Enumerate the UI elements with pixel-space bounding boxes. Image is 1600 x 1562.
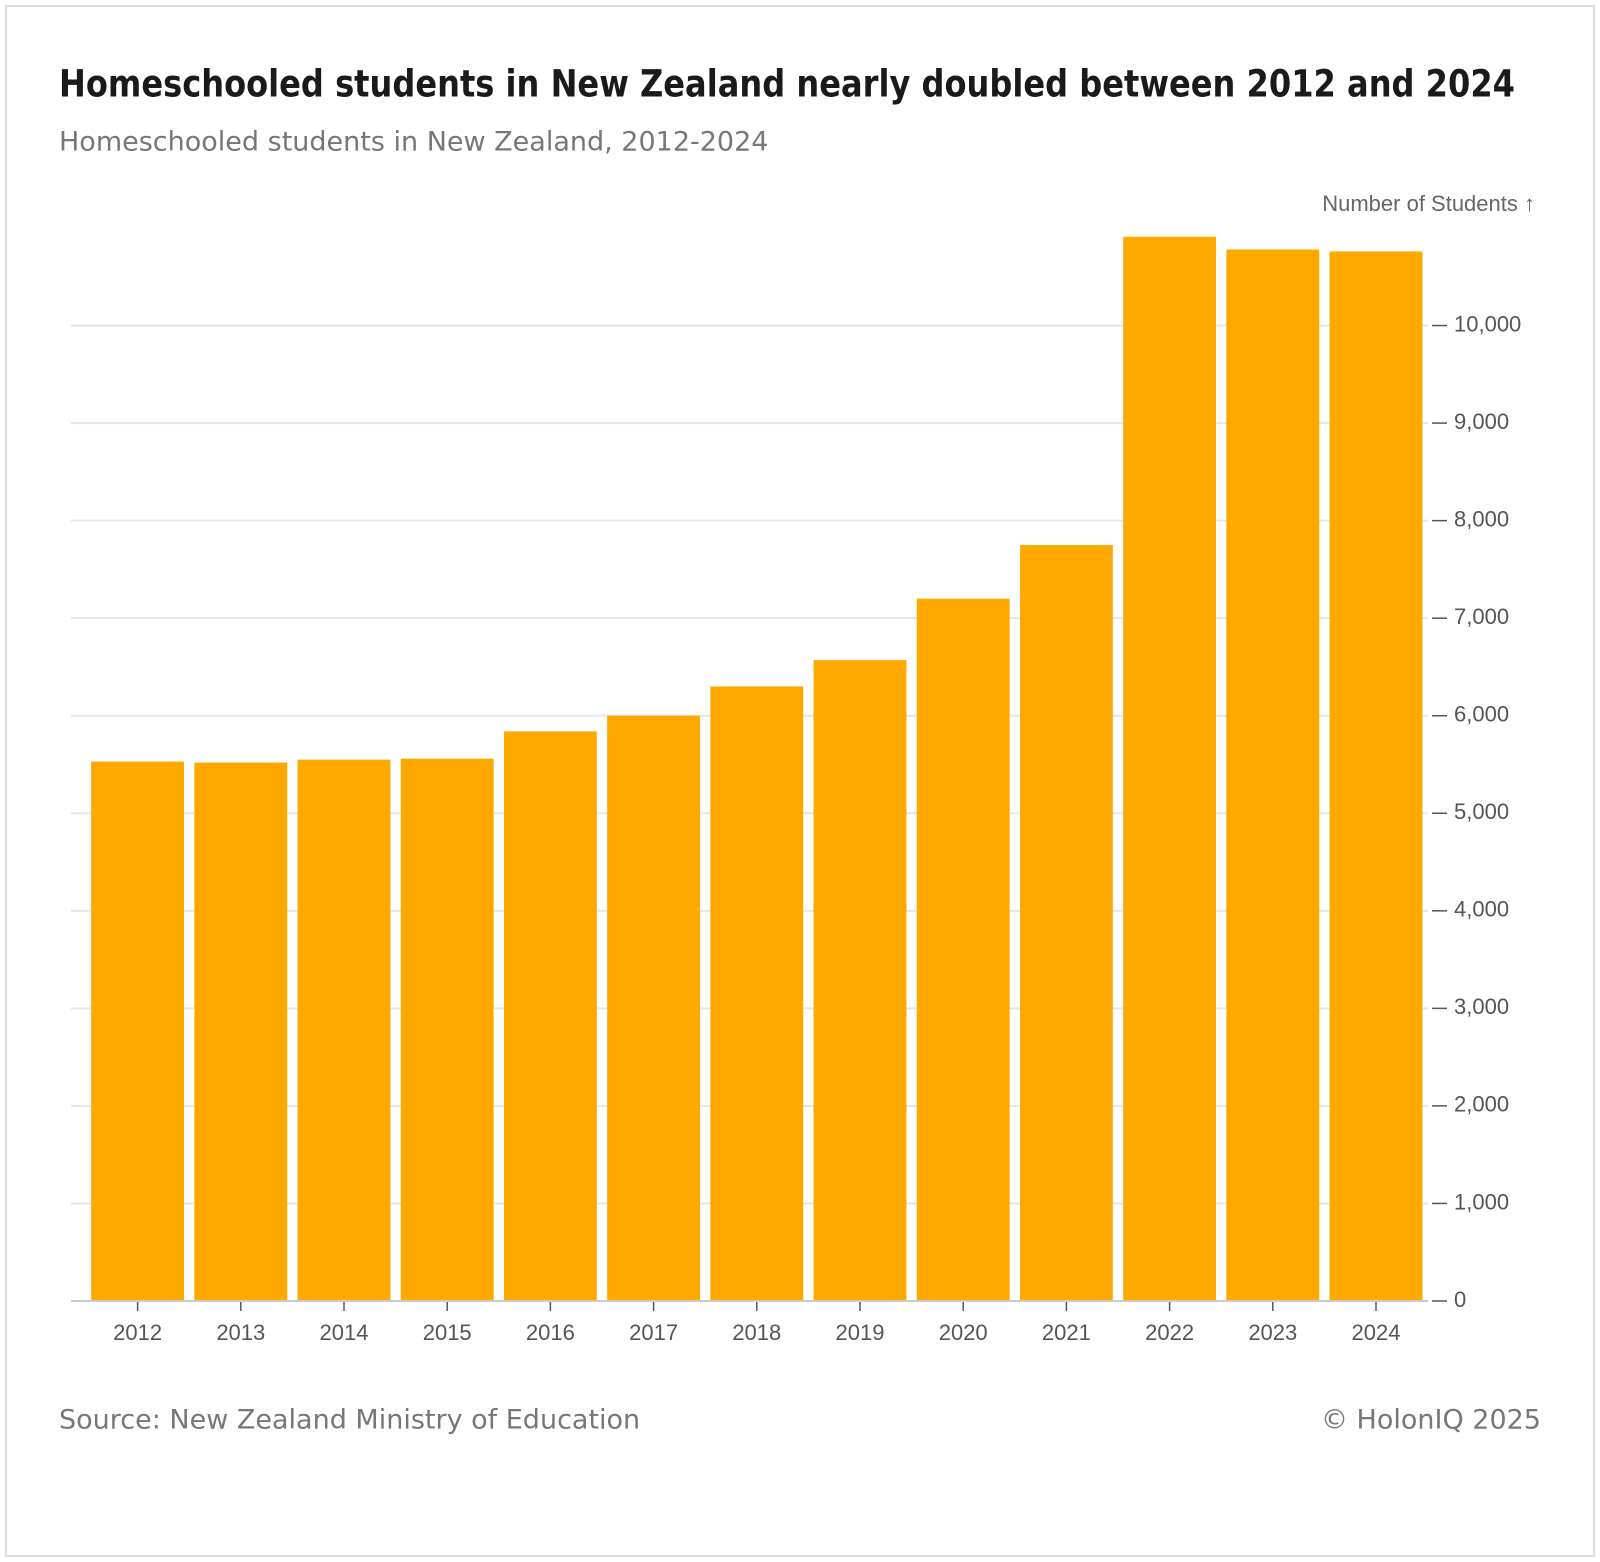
y-tick-label: 0 <box>1454 1287 1466 1312</box>
x-tick-label: 2018 <box>732 1320 781 1345</box>
x-tick-label: 2024 <box>1352 1320 1401 1345</box>
bar <box>916 598 1010 1301</box>
x-tick-label: 2013 <box>216 1320 265 1345</box>
y-tick-label: 1,000 <box>1454 1189 1509 1214</box>
source: Source: New Zealand Ministry of Educatio… <box>59 1405 640 1436</box>
y-tick-label: 3,000 <box>1454 994 1509 1019</box>
y-tick-label: 5,000 <box>1454 799 1509 824</box>
bar <box>1226 249 1320 1302</box>
bar <box>503 731 597 1301</box>
x-tick-label: 2017 <box>629 1320 678 1345</box>
bar <box>1019 545 1113 1301</box>
bar <box>607 715 701 1301</box>
x-tick-label: 2012 <box>113 1320 162 1345</box>
chart-title: Homeschooled students in New Zealand nea… <box>59 63 1515 106</box>
x-tick-label: 2021 <box>1042 1320 1091 1345</box>
y-tick-label: 7,000 <box>1454 604 1509 629</box>
bar <box>710 686 804 1301</box>
x-tick-label: 2022 <box>1145 1320 1194 1345</box>
bar <box>297 759 391 1301</box>
bar <box>400 758 494 1301</box>
y-axis-label: Number of Students ↑ <box>1322 191 1535 216</box>
credit: © HolonIQ 2025 <box>1321 1405 1541 1436</box>
x-tick-label: 2020 <box>939 1320 988 1345</box>
y-tick-label: 6,000 <box>1454 702 1509 727</box>
x-tick-label: 2019 <box>836 1320 885 1345</box>
x-tick-label: 2016 <box>526 1320 575 1345</box>
bar <box>1329 251 1423 1302</box>
x-tick-label: 2014 <box>320 1320 369 1345</box>
bar <box>91 761 185 1301</box>
x-tick-label: 2023 <box>1248 1320 1297 1345</box>
y-tick-label: 9,000 <box>1454 409 1509 434</box>
x-tick-label: 2015 <box>423 1320 472 1345</box>
bar <box>194 762 288 1301</box>
y-tick-label: 4,000 <box>1454 897 1509 922</box>
y-tick-label: 10,000 <box>1454 311 1521 336</box>
y-tick-label: 2,000 <box>1454 1092 1509 1117</box>
bar <box>1123 236 1217 1302</box>
chart-subtitle: Homeschooled students in New Zealand, 20… <box>59 127 768 158</box>
bar <box>813 660 907 1301</box>
y-tick-label: 8,000 <box>1454 506 1509 531</box>
